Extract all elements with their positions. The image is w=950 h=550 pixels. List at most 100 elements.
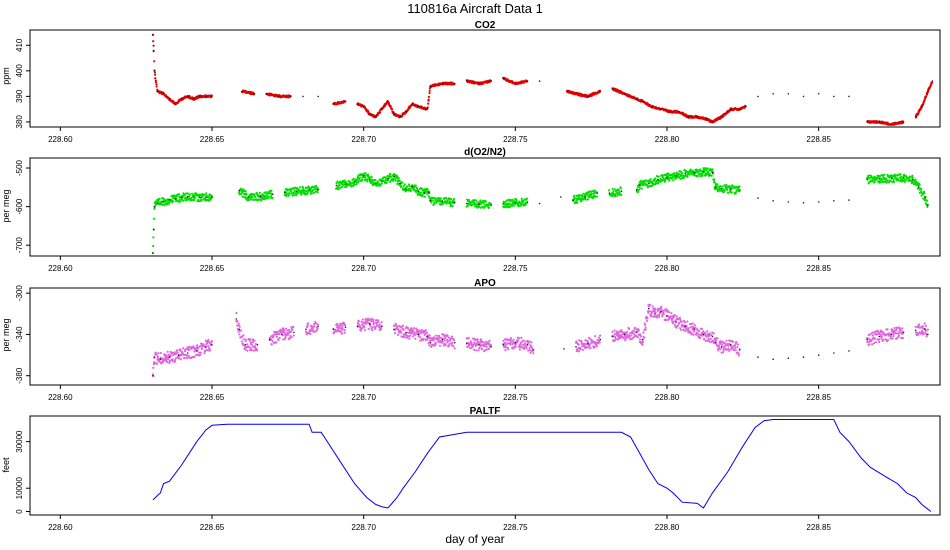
x-tick-label: 228.75 [503, 523, 528, 532]
data-point [396, 182, 399, 185]
data-point [242, 188, 245, 191]
data-point [357, 180, 360, 183]
data-point [885, 177, 888, 180]
data-point [867, 174, 870, 178]
data-point [681, 171, 684, 175]
data-point [429, 341, 432, 344]
data-point [375, 182, 377, 185]
data-point [376, 113, 379, 116]
data-point [238, 189, 241, 192]
data-point [678, 176, 681, 179]
data-point [738, 190, 741, 193]
data-point [196, 344, 199, 347]
data-point [833, 352, 835, 354]
data-point [187, 354, 190, 357]
data-point [897, 332, 900, 335]
data-point [398, 179, 401, 182]
data-point [453, 347, 456, 350]
data-point [167, 353, 170, 356]
data-point [866, 337, 869, 340]
data-point [293, 331, 295, 334]
data-point [187, 192, 190, 195]
data-point [519, 343, 522, 346]
data-point [656, 182, 660, 185]
data-point [191, 192, 194, 195]
data-point [264, 191, 267, 194]
data-point [343, 329, 346, 332]
data-point [205, 346, 207, 348]
data-point [155, 83, 158, 86]
data-point [270, 343, 273, 346]
data-point [655, 314, 658, 317]
data-point [629, 337, 632, 341]
data-point [468, 346, 471, 349]
data-point [341, 327, 344, 330]
data-point [287, 188, 290, 191]
data-point [676, 324, 679, 328]
data-point [428, 87, 431, 90]
data-point [619, 337, 622, 340]
data-point [658, 315, 661, 318]
data-point [249, 196, 252, 199]
data-point [640, 187, 643, 190]
y-tick-label: 410 [15, 38, 24, 52]
data-point [435, 201, 438, 204]
x-tick-label: 228.75 [503, 264, 528, 273]
data-point [592, 196, 595, 199]
data-point [902, 121, 905, 123]
data-point [698, 330, 701, 333]
data-point [720, 187, 723, 190]
data-point [362, 325, 366, 328]
data-point [453, 202, 456, 204]
data-point [608, 192, 611, 194]
data-point [248, 346, 251, 349]
data-point [587, 345, 591, 348]
data-point [423, 195, 426, 198]
data-point [729, 339, 732, 342]
data-point [287, 194, 290, 197]
data-point [371, 329, 374, 332]
data-point [305, 328, 307, 331]
data-point [672, 322, 675, 325]
y-tick-label: -340 [15, 326, 24, 343]
data-point [893, 326, 896, 330]
data-point [316, 191, 319, 194]
data-point [787, 93, 790, 95]
data-point [426, 335, 429, 338]
data-point [649, 315, 653, 318]
data-point [927, 333, 929, 336]
data-point [689, 326, 692, 329]
plot-frame [29, 29, 941, 128]
data-point [739, 349, 741, 351]
data-point [918, 183, 921, 186]
data-point [490, 80, 492, 82]
data-point [307, 190, 310, 193]
data-point [588, 196, 591, 199]
data-point [880, 337, 883, 340]
data-point [930, 81, 934, 84]
data-point [155, 354, 158, 357]
data-point [152, 374, 154, 377]
data-point [510, 337, 513, 340]
data-point [510, 204, 513, 208]
data-point [343, 331, 346, 334]
data-point [713, 178, 716, 181]
x-tick-label: 228.70 [351, 264, 376, 273]
panel-title: d(O2/N2) [464, 147, 506, 158]
series-line [152, 419, 932, 512]
data-point [704, 339, 707, 342]
data-point [757, 197, 759, 199]
data-point [428, 344, 431, 347]
data-point [367, 328, 370, 331]
data-point [658, 313, 661, 316]
data-point [417, 105, 420, 108]
data-point [340, 186, 344, 189]
data-point [659, 308, 663, 311]
data-point [155, 85, 158, 88]
data-point [302, 95, 304, 98]
data-point [268, 338, 271, 341]
data-point [292, 194, 295, 197]
data-point [772, 93, 774, 95]
data-point [918, 186, 920, 189]
data-point [412, 329, 415, 332]
